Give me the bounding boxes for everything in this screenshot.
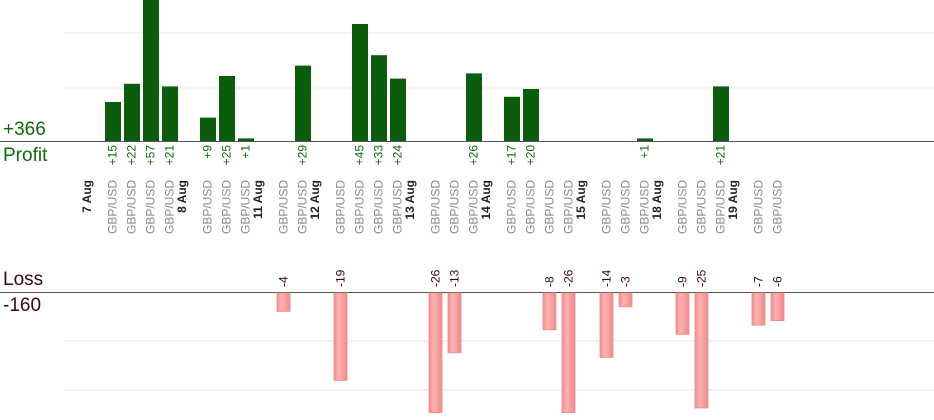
instrument-label: GBP/USD [429, 180, 443, 234]
profit-value-label: +29 [296, 145, 310, 166]
profit-bar [162, 86, 178, 141]
loss-value-label: -9 [676, 276, 690, 287]
profit-bar [295, 65, 311, 141]
date-label: 15 Aug [574, 180, 588, 220]
profit-bar [371, 55, 387, 142]
profit-bar [219, 76, 235, 141]
instrument-label: GBP/USD [372, 180, 386, 234]
loss-value-label: -6 [771, 276, 785, 287]
profit-label: Profit [3, 145, 48, 166]
profit-bar [200, 117, 216, 141]
loss-bar [561, 292, 576, 413]
loss-label: Loss [3, 269, 44, 290]
date-label: 12 Aug [308, 180, 322, 220]
profit-value-label: +15 [106, 145, 120, 166]
instrument-label: GBP/USD [106, 180, 120, 234]
loss-value-label: -4 [277, 276, 291, 287]
profit-value-label: +45 [353, 145, 367, 166]
loss-value-label: -3 [619, 276, 633, 287]
date-label: 14 Aug [479, 180, 493, 220]
loss-value-label: -26 [562, 269, 576, 287]
profit-bar [713, 86, 729, 141]
profit-value-label: +33 [372, 145, 386, 166]
profit-value-label: +21 [714, 145, 728, 166]
profit-bar [143, 0, 159, 141]
loss-bar [447, 292, 462, 354]
instrument-label: GBP/USD [163, 180, 177, 234]
profit-value-label: +26 [467, 145, 481, 166]
loss-value-label: -25 [695, 269, 709, 287]
loss-bar [770, 292, 785, 322]
instrument-label: GBP/USD [676, 180, 690, 234]
instrument-label: GBP/USD [144, 180, 158, 234]
loss-bar [618, 292, 633, 308]
instrument-label: GBP/USD [752, 180, 766, 234]
profit-bar [466, 73, 482, 141]
loss-bar [428, 292, 443, 413]
loss-value-label: -7 [752, 276, 766, 287]
instrument-label: GBP/USD [391, 180, 405, 234]
instrument-label: GBP/USD [277, 180, 291, 234]
instrument-label: GBP/USD [714, 180, 728, 234]
instrument-label: GBP/USD [695, 180, 709, 234]
profit-value-label: +9 [201, 145, 215, 159]
instrument-label: GBP/USD [296, 180, 310, 234]
profit-bar [124, 83, 140, 141]
loss-total: -160 [3, 295, 42, 316]
profit-value-label: +57 [144, 145, 158, 166]
profit-value-label: +20 [524, 145, 538, 166]
profit-bar [637, 138, 653, 141]
loss-bar [599, 292, 614, 358]
instrument-label: GBP/USD [543, 180, 557, 234]
instrument-label: GBP/USD [201, 180, 215, 234]
profit-value-label: +21 [163, 145, 177, 166]
instrument-label: GBP/USD [334, 180, 348, 234]
instrument-label: GBP/USD [562, 180, 576, 234]
instrument-label: GBP/USD [619, 180, 633, 234]
profit-value-label: +1 [239, 145, 253, 159]
loss-value-label: -8 [543, 276, 557, 287]
instrument-label: GBP/USD [524, 180, 538, 234]
instrument-label: GBP/USD [638, 180, 652, 234]
profit-value-label: +24 [391, 145, 405, 166]
profit-bar [523, 89, 539, 141]
profit-bar [238, 138, 254, 141]
profit-bar [504, 96, 520, 141]
loss-value-label: -14 [600, 269, 614, 287]
instrument-label: GBP/USD [771, 180, 785, 234]
instrument-label: GBP/USD [448, 180, 462, 234]
profit-bar [105, 102, 121, 141]
profit-bar [390, 78, 406, 141]
profit-total: +366 [3, 119, 46, 140]
instrument-label: GBP/USD [125, 180, 139, 234]
date-label: 13 Aug [403, 180, 417, 220]
loss-bar [751, 292, 766, 326]
loss-bar [694, 292, 709, 409]
instrument-label: GBP/USD [239, 180, 253, 234]
profit-value-label: +22 [125, 145, 139, 166]
date-label: 18 Aug [650, 180, 664, 220]
instrument-label: GBP/USD [467, 180, 481, 234]
date-label: 19 Aug [726, 180, 740, 220]
profit-value-label: +25 [220, 145, 234, 166]
date-label: 11 Aug [251, 180, 265, 219]
loss-value-label: -26 [429, 269, 443, 287]
profit-value-label: +1 [638, 145, 652, 159]
instrument-label: GBP/USD [505, 180, 519, 234]
instrument-label: GBP/USD [353, 180, 367, 234]
loss-value-label: -19 [334, 269, 348, 287]
loss-bar [675, 292, 690, 335]
date-label: 7 Aug [80, 180, 94, 213]
instrument-label: GBP/USD [220, 180, 234, 234]
loss-value-label: -13 [448, 269, 462, 287]
profit-bar [352, 24, 368, 141]
profit-value-label: +17 [505, 145, 519, 166]
loss-bar [276, 292, 291, 312]
loss-bar [333, 292, 348, 381]
date-label: 8 Aug [175, 180, 189, 213]
instrument-label: GBP/USD [600, 180, 614, 234]
loss-bar [542, 292, 557, 331]
